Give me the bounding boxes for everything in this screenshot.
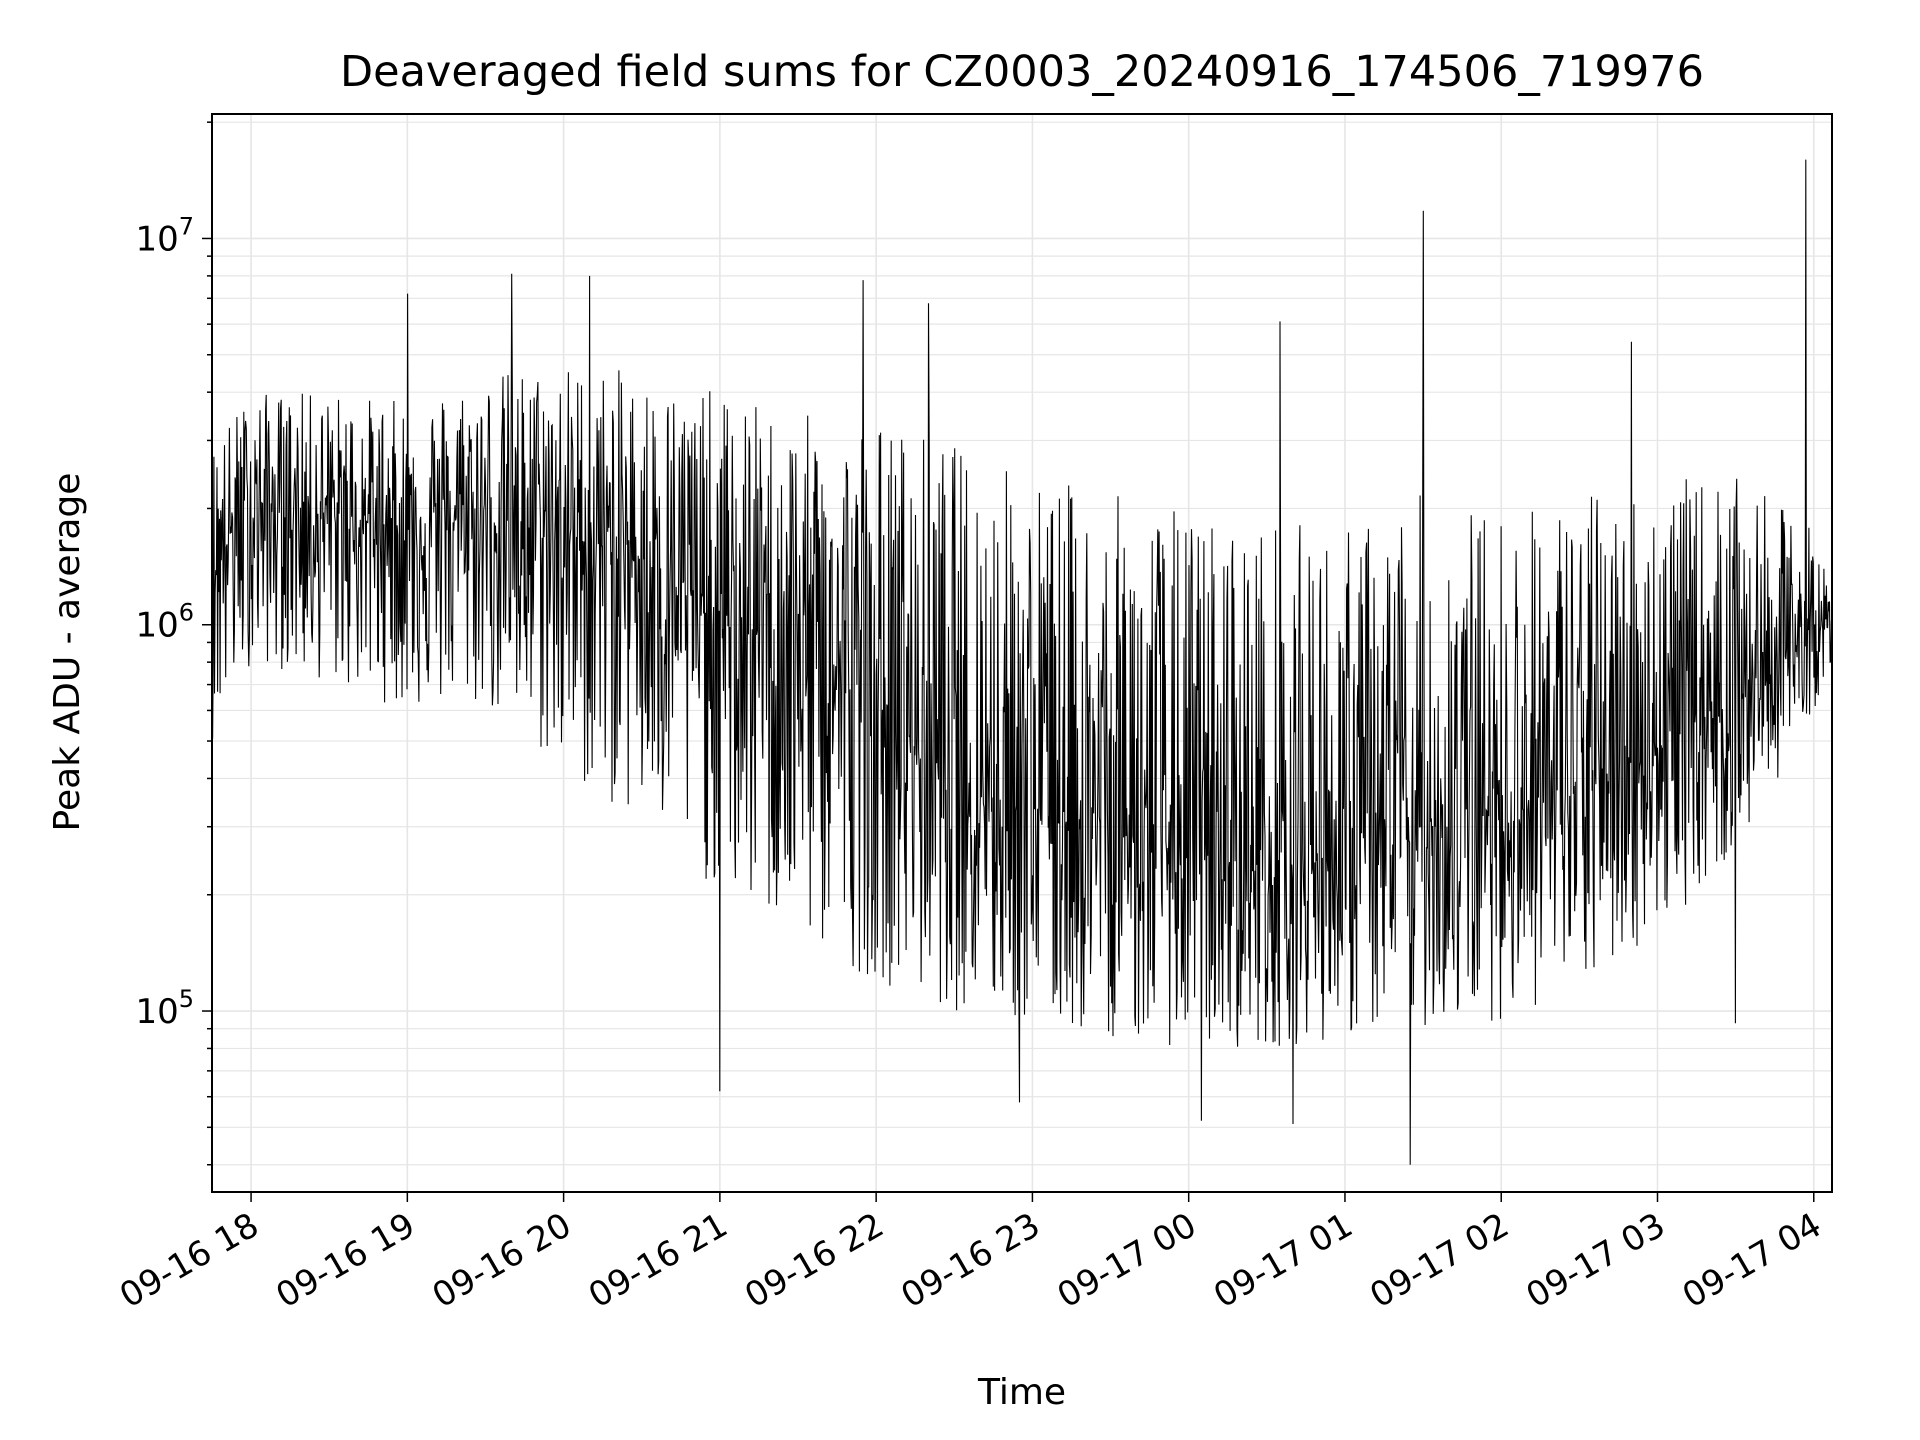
y-axis-label: Peak ADU - average (47, 473, 88, 832)
y-tick-label: 107 (135, 212, 194, 259)
chart-title: Deaveraged field sums for CZ0003_2024091… (340, 47, 1704, 97)
y-tick-label: 105 (135, 985, 194, 1032)
series-line (211, 159, 1833, 1165)
y-tick-label: 106 (135, 599, 194, 646)
y-tick-exponent: 7 (179, 212, 194, 240)
y-tick-base: 10 (135, 992, 178, 1032)
y-tick-base: 10 (135, 606, 178, 646)
y-tick-exponent: 5 (179, 985, 194, 1013)
x-axis-label: Time (977, 1372, 1066, 1413)
y-tick-base: 10 (135, 219, 178, 259)
plot-frame (211, 113, 1833, 1193)
y-tick-exponent: 6 (179, 599, 194, 627)
series-layer (211, 159, 1833, 1165)
